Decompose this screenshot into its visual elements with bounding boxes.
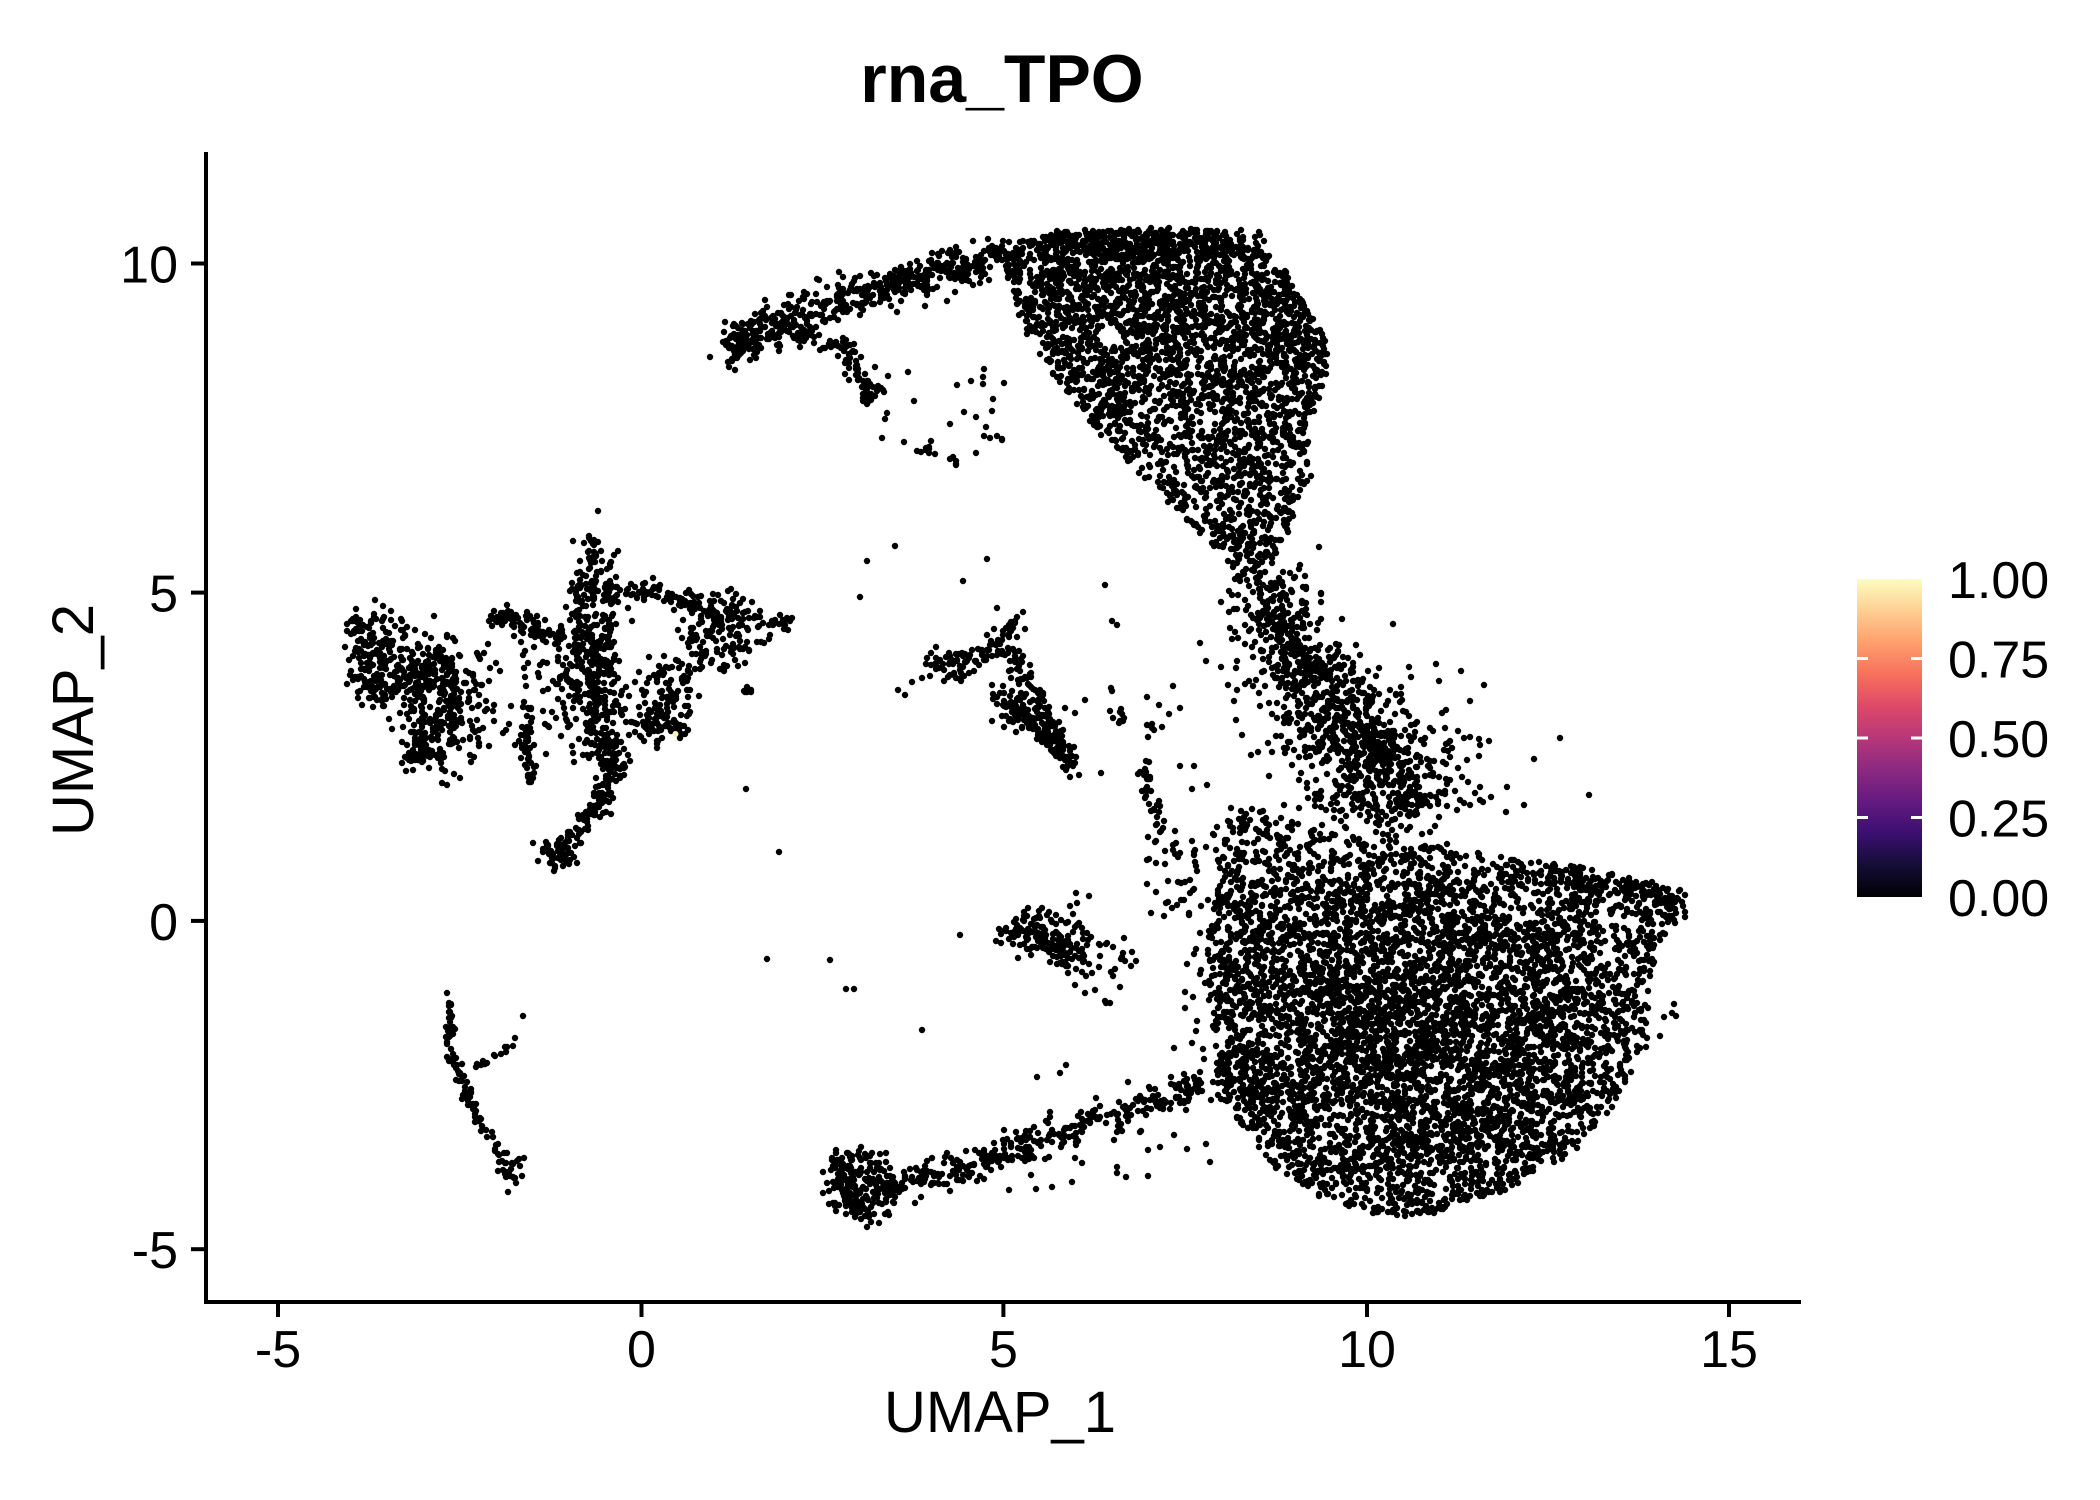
svg-text:UMAP_1: UMAP_1 [884,1380,1116,1445]
svg-text:5: 5 [989,1321,1018,1379]
svg-text:0.00: 0.00 [1948,870,2049,928]
svg-text:0: 0 [149,894,178,952]
svg-text:0: 0 [627,1321,656,1379]
svg-text:1.00: 1.00 [1948,552,2049,610]
svg-text:0.25: 0.25 [1948,791,2049,849]
svg-text:rna_TPO: rna_TPO [860,41,1143,117]
svg-text:UMAP_2: UMAP_2 [41,604,106,836]
svg-text:10: 10 [120,237,178,295]
svg-text:0.50: 0.50 [1948,711,2049,769]
svg-text:10: 10 [1338,1321,1396,1379]
svg-text:15: 15 [1700,1321,1758,1379]
svg-text:5: 5 [149,566,178,624]
svg-text:-5: -5 [255,1321,301,1379]
svg-text:0.75: 0.75 [1948,632,2049,690]
svg-text:-5: -5 [132,1222,178,1280]
